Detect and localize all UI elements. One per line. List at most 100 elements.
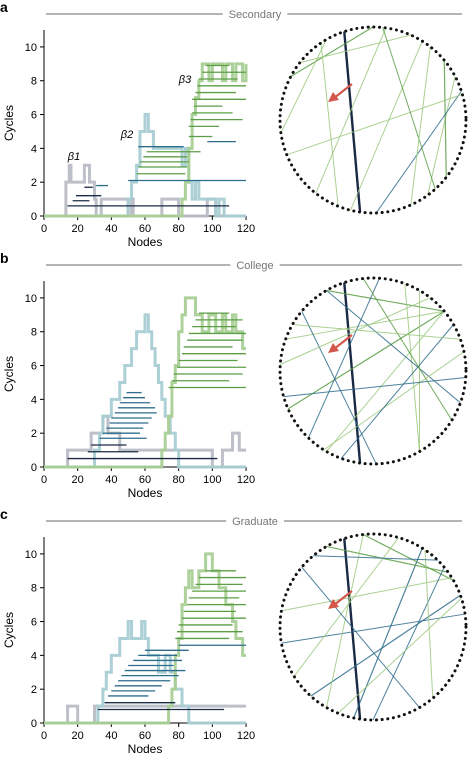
beta-1-curve [44, 414, 246, 469]
network-edge [363, 533, 454, 582]
x-tick-label: 40 [105, 474, 117, 486]
network-edge [280, 297, 431, 365]
network-edge [290, 26, 374, 77]
network-edge [326, 289, 445, 312]
x-tick-label: 20 [72, 474, 84, 486]
x-tick-label: 80 [173, 730, 185, 742]
x-tick-label: 60 [139, 474, 151, 486]
x-tick-label: 40 [105, 730, 117, 742]
x-tick-label: 60 [139, 223, 151, 235]
network-edge [323, 351, 465, 451]
network-edge [443, 60, 447, 178]
section-title: Graduate [232, 516, 278, 528]
network-edge [424, 549, 434, 699]
x-tick-label: 60 [139, 730, 151, 742]
network-edge [280, 39, 327, 134]
y-tick-label: 2 [31, 177, 37, 189]
y-tick-label: 10 [25, 549, 37, 561]
network-edge [326, 290, 461, 404]
x-tick-label: 80 [173, 223, 185, 235]
network-edge [350, 40, 423, 211]
x-tick-label: 120 [237, 223, 255, 235]
arrow-shaft [333, 83, 353, 99]
network-edge [372, 567, 445, 721]
y-tick-label: 2 [31, 684, 37, 696]
panel-letter: a [0, 0, 8, 15]
y-tick-label: 0 [31, 718, 37, 730]
network-edge [353, 547, 423, 719]
beta-label: β2 [120, 129, 133, 141]
y-axis-title: Cycles [2, 612, 16, 648]
network-edge [337, 597, 462, 714]
y-tick-label: 10 [25, 42, 37, 54]
x-tick-label: 100 [203, 474, 221, 486]
x-axis-title: Nodes [128, 742, 163, 756]
network-edge [382, 27, 436, 190]
x-tick-label: 80 [173, 474, 185, 486]
x-tick-label: 100 [203, 223, 221, 235]
network-edge [301, 311, 377, 465]
beta-2-curve [44, 113, 246, 218]
y-tick-label: 0 [31, 462, 37, 474]
y-tick-label: 4 [31, 143, 37, 155]
x-tick-label: 40 [105, 223, 117, 235]
section-title: Secondary [229, 9, 282, 21]
network-edge [301, 566, 420, 708]
y-axis-title: Cycles [2, 105, 16, 141]
network-edge [299, 34, 411, 64]
network-edge [287, 310, 445, 410]
x-tick-label: 120 [237, 730, 255, 742]
beta-label: β3 [178, 74, 192, 86]
beta-1-curve [44, 704, 246, 725]
network-edge [375, 90, 462, 214]
x-axis-title: Nodes [128, 235, 163, 249]
y-tick-label: 4 [31, 650, 37, 662]
network-edge [362, 278, 453, 421]
arrow-shaft [333, 590, 353, 606]
network-boundary [278, 276, 468, 466]
y-tick-label: 8 [31, 583, 37, 595]
network-edge [404, 283, 420, 452]
network-edge [320, 42, 339, 207]
network-edge [285, 310, 445, 340]
panel-letter: b [0, 250, 9, 266]
network-edge [313, 555, 438, 561]
network-edge [427, 76, 456, 196]
network-edge [283, 376, 466, 398]
network-edge [326, 534, 364, 708]
x-tick-label: 0 [41, 730, 47, 742]
y-tick-label: 6 [31, 361, 37, 373]
y-tick-label: 8 [31, 327, 37, 339]
network-edge [410, 46, 431, 206]
network-edge [343, 282, 362, 464]
y-tick-label: 2 [31, 428, 37, 440]
arrow-head [328, 92, 339, 102]
y-tick-label: 6 [31, 110, 37, 122]
network-edge [292, 324, 461, 340]
x-tick-label: 20 [72, 223, 84, 235]
arrow-head [328, 343, 339, 353]
beta-3-curve [44, 296, 246, 469]
y-tick-label: 0 [31, 211, 37, 223]
y-tick-label: 6 [31, 617, 37, 629]
y-tick-label: 4 [31, 394, 37, 406]
network-edge [281, 613, 466, 644]
x-tick-label: 120 [237, 474, 255, 486]
network-edge [307, 278, 380, 439]
y-tick-label: 8 [31, 76, 37, 88]
network-edge [293, 537, 400, 677]
beta-label: β1 [67, 151, 80, 163]
network-edge [286, 93, 463, 156]
x-tick-label: 100 [203, 730, 221, 742]
network-edge [310, 594, 461, 697]
arrow-shaft [333, 334, 353, 350]
beta-3-curve [44, 62, 248, 218]
x-tick-label: 0 [41, 223, 47, 235]
beta-2-curve [44, 313, 246, 469]
network-edge [326, 310, 445, 452]
network-edge [281, 577, 452, 612]
x-axis-title: Nodes [128, 486, 163, 500]
network-edge [343, 31, 362, 213]
